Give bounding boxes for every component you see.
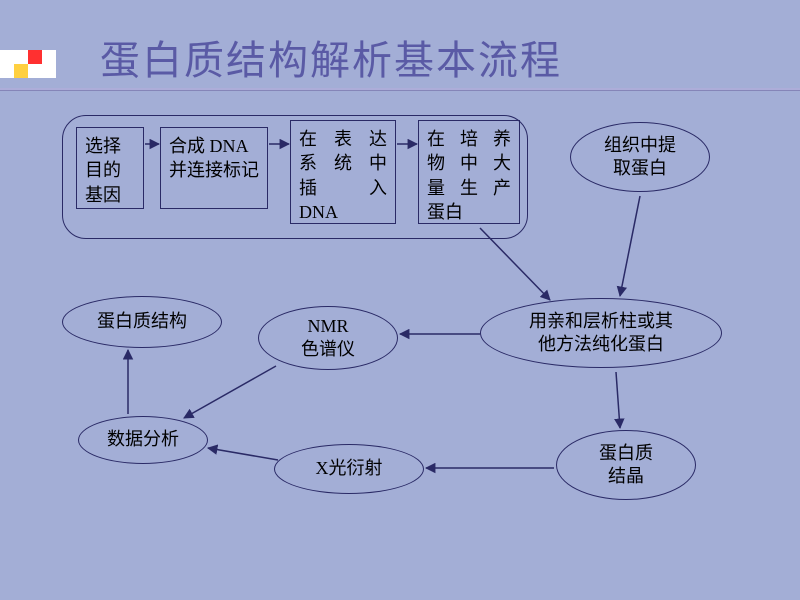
title-underline: [0, 88, 800, 90]
node-label: 数据分析: [107, 428, 179, 451]
node-select-gene: 选择目的基因: [76, 127, 144, 209]
node-line: NMR: [301, 315, 355, 338]
node-synthesize-dna: 合成 DNA 并连接标记: [160, 127, 268, 209]
node-insert-into-expression: 在 表 达 系 统 中 插 入 DNA: [290, 120, 396, 224]
node-label: 选择目的基因: [85, 136, 121, 205]
node-line: 结晶: [599, 465, 653, 488]
node-line: 用亲和层析柱或其: [529, 310, 673, 333]
node-mass-produce-protein: 在 培 养 物 中 大 量 生 产 蛋白: [418, 120, 520, 224]
edge: [616, 372, 620, 428]
node-line: 在 培 养: [427, 127, 511, 151]
node-line: 量 生 产: [427, 176, 511, 200]
node-label: X光衍射: [316, 457, 383, 480]
node-label: 合成 DNA 并连接标记: [169, 136, 259, 180]
node-nmr-spectrometer: NMR 色谱仪: [258, 306, 398, 370]
node-protein-crystallize: 蛋白质 结晶: [556, 430, 696, 500]
edge: [208, 448, 278, 460]
node-line: DNA: [299, 200, 387, 224]
node-line: 蛋白: [427, 200, 511, 224]
node-protein-structure: 蛋白质结构: [62, 296, 222, 348]
node-line: 蛋白质: [599, 442, 653, 465]
node-line: 组织中提: [604, 134, 676, 157]
node-line: 物 中 大: [427, 151, 511, 175]
node-purify-protein: 用亲和层析柱或其 他方法纯化蛋白: [480, 298, 722, 368]
node-line: 他方法纯化蛋白: [529, 333, 673, 356]
title-bullet: [0, 50, 56, 86]
slide-title: 蛋白质结构解析基本流程: [100, 28, 562, 86]
node-extract-from-tissue: 组织中提 取蛋白: [570, 122, 710, 192]
edge: [620, 196, 640, 296]
node-xray-diffraction: X光衍射: [274, 444, 424, 494]
node-label: 蛋白质结构: [97, 310, 187, 333]
node-line: 色谱仪: [301, 338, 355, 361]
edge: [184, 366, 276, 418]
node-line: 取蛋白: [604, 157, 676, 180]
node-line: 系 统 中: [299, 151, 387, 175]
node-line: 在 表 达: [299, 127, 387, 151]
node-line: 插 入: [299, 176, 387, 200]
node-data-analysis: 数据分析: [78, 416, 208, 464]
